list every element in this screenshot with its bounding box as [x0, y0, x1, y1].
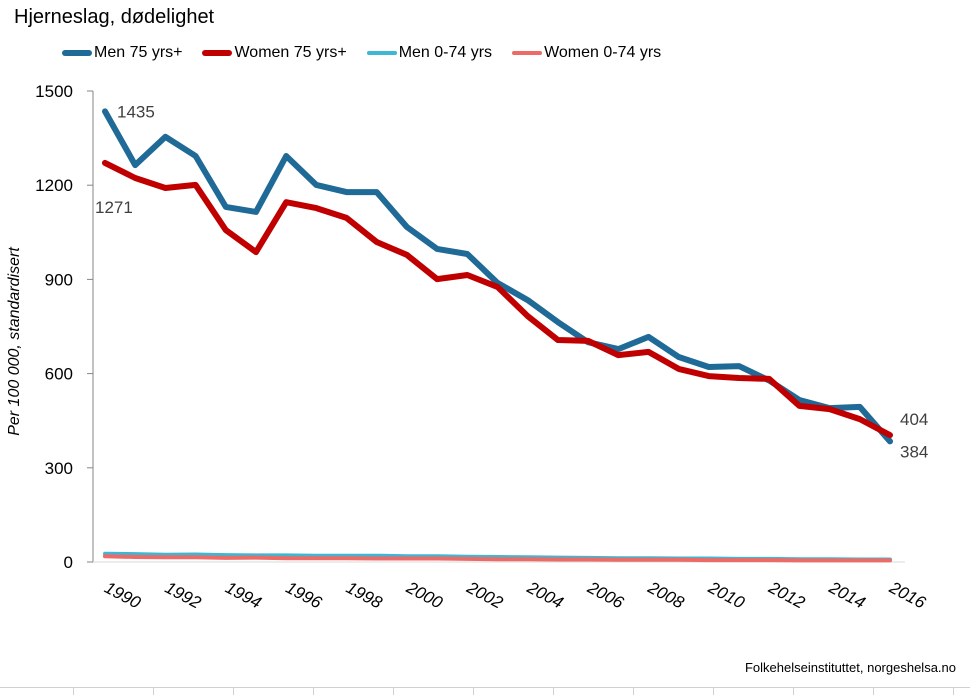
- x-tick-label: 1994: [222, 578, 264, 613]
- y-tick-label: 600: [45, 365, 73, 384]
- x-tick-label: 2010: [704, 577, 748, 612]
- source-credit: Folkehelseinstituttet, norgeshelsa.no: [744, 660, 956, 675]
- x-tick-label: 1990: [101, 578, 144, 613]
- legend-swatch-men-75: [62, 50, 92, 56]
- legend-label-women-0-74: Women 0-74 yrs: [544, 44, 662, 61]
- data-label: 1435: [117, 102, 155, 121]
- y-tick-label: 1200: [35, 176, 73, 195]
- legend-item-men-75: Men 75 yrs+: [62, 44, 182, 62]
- legend: Men 75 yrs+ Women 75 yrs+ Men 0-74 yrs W…: [62, 44, 681, 62]
- x-tick-label: 2006: [584, 577, 628, 612]
- legend-swatch-women-0-74: [512, 51, 543, 55]
- y-tick-label: 1500: [35, 82, 73, 101]
- x-tick-label: 2004: [523, 577, 566, 612]
- data-label: 384: [900, 442, 928, 461]
- x-tick-label: 2000: [402, 577, 446, 612]
- data-label: 1271: [95, 198, 133, 217]
- legend-swatch-men-0-74: [366, 51, 397, 55]
- series-line-women-0-74-yrs: [103, 554, 892, 563]
- series-line-men-75-yrs: [102, 108, 893, 445]
- x-tick-label: 1998: [343, 578, 386, 613]
- y-axis-title: Per 100 000, standardisert: [6, 247, 23, 436]
- legend-item-women-75: Women 75 yrs+: [202, 44, 347, 62]
- y-tick-label: 0: [64, 553, 73, 572]
- data-label: 404: [900, 410, 928, 429]
- x-tick-label: 1992: [162, 578, 205, 613]
- y-tick-label: 300: [45, 459, 73, 478]
- y-tick-label: 900: [45, 270, 73, 289]
- spreadsheet-gridlines: [0, 687, 970, 695]
- x-tick-label: 1996: [283, 578, 326, 613]
- x-tick-label: 2008: [644, 577, 688, 612]
- legend-item-women-0-74: Women 0-74 yrs: [512, 44, 661, 62]
- legend-label-men-0-74: Men 0-74 yrs: [398, 44, 493, 61]
- legend-label-women-75: Women 75 yrs+: [234, 44, 347, 61]
- series-line-women-75-yrs: [102, 159, 893, 439]
- x-tick-label: 2012: [765, 577, 809, 612]
- x-tick-label: 2002: [463, 577, 507, 612]
- legend-swatch-women-75: [202, 50, 233, 56]
- legend-item-men-0-74: Men 0-74 yrs: [366, 44, 493, 62]
- x-tick-label: 2016: [886, 577, 930, 612]
- x-tick-label: 2014: [825, 577, 868, 612]
- chart-title: Hjerneslag, dødelighet: [14, 6, 215, 28]
- legend-label-men-75: Men 75 yrs+: [94, 44, 183, 61]
